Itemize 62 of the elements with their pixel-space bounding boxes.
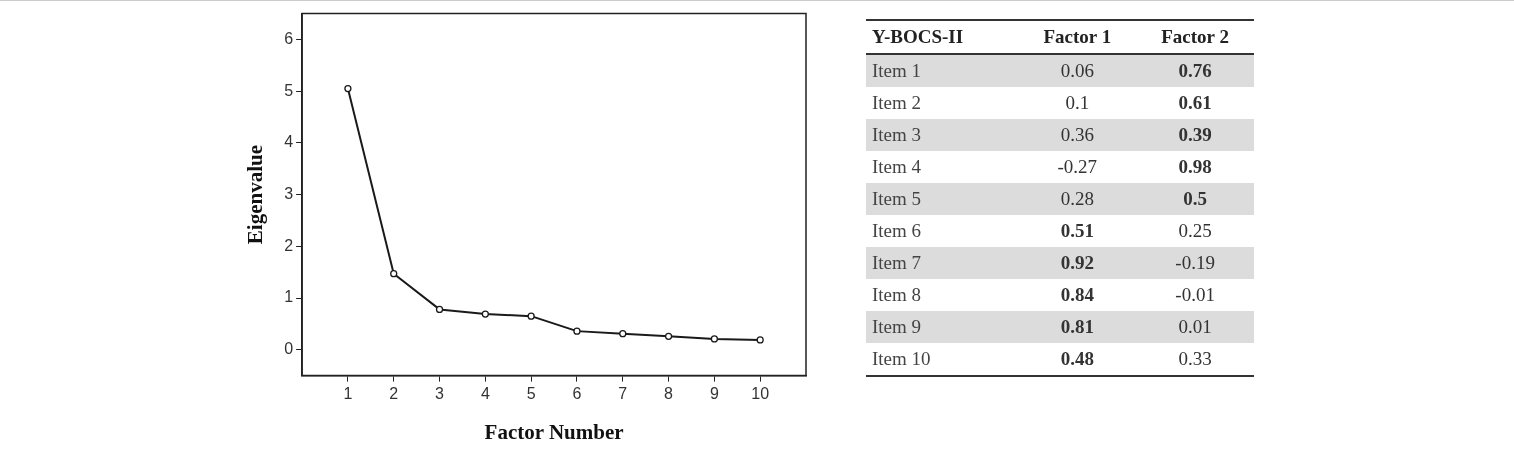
x-tick-label: 8 xyxy=(664,384,674,402)
data-label: 0.92 xyxy=(1060,252,1094,273)
point xyxy=(481,310,489,318)
data-label: 0.36 xyxy=(1060,124,1094,145)
y-tick-label: 6 xyxy=(284,29,294,47)
x-axis-title: Factor Number xyxy=(484,419,624,444)
data-label: 0.01 xyxy=(1178,316,1212,337)
data-label: 0.28 xyxy=(1060,188,1094,209)
category-label: Item 1 xyxy=(872,60,922,81)
data-label: -0.01 xyxy=(1175,284,1215,305)
y-tick-label: 1 xyxy=(284,288,294,306)
text: Factor 2 xyxy=(1160,25,1230,49)
y-tick-label: 3 xyxy=(284,185,294,203)
point xyxy=(756,336,764,344)
point xyxy=(619,330,627,338)
x-tick-label: 5 xyxy=(526,384,536,402)
data-label: 0.81 xyxy=(1060,316,1094,337)
x-tick-label: 3 xyxy=(435,384,445,402)
data-label: 0.5 xyxy=(1183,188,1207,209)
y-tick-label: 0 xyxy=(284,340,294,358)
category-label: Item 2 xyxy=(872,92,922,113)
x-tick-label: 9 xyxy=(709,384,719,402)
x-tick-label: 10 xyxy=(751,384,770,402)
data-label: 0.76 xyxy=(1178,60,1212,81)
data-label: 0.51 xyxy=(1060,220,1094,241)
category-label: Item 9 xyxy=(872,316,922,337)
category-label: Item 8 xyxy=(872,284,922,305)
y-tick-label: 5 xyxy=(284,81,294,99)
x-tick-label: 2 xyxy=(389,384,399,402)
x-tick-label: 6 xyxy=(572,384,582,402)
x-tick-label: 7 xyxy=(618,384,628,402)
data-label: -0.19 xyxy=(1175,252,1215,273)
point xyxy=(435,305,444,314)
data-label: 0.61 xyxy=(1178,92,1212,113)
x-tick-label: 4 xyxy=(480,384,490,402)
point xyxy=(390,270,398,278)
category-label: Item 5 xyxy=(872,188,922,209)
category-label: Item 4 xyxy=(872,156,922,177)
category-label: Item 3 xyxy=(872,124,922,145)
point xyxy=(664,332,673,340)
category-label: Item 6 xyxy=(872,220,922,241)
category-label: Item 7 xyxy=(872,252,922,273)
point xyxy=(527,312,535,320)
data-label: 0.33 xyxy=(1178,348,1212,369)
data-label: 0.98 xyxy=(1178,156,1212,177)
point xyxy=(573,327,581,335)
point xyxy=(710,335,719,343)
series-label: Factor 1 xyxy=(1042,25,1113,49)
data-label: 0.06 xyxy=(1060,60,1094,81)
y-tick-label: 2 xyxy=(284,236,294,254)
point xyxy=(344,84,352,93)
data-label: 0.1 xyxy=(1065,92,1090,113)
data-label: 0.25 xyxy=(1178,220,1212,241)
data-label: 0.84 xyxy=(1060,284,1094,305)
x-tick-label: 1 xyxy=(343,384,353,402)
y-axis-title: Eigenvalue xyxy=(243,145,268,245)
data-label: -0.27 xyxy=(1057,156,1098,177)
y-tick-label: 4 xyxy=(284,133,294,151)
data-label: 0.48 xyxy=(1060,348,1094,369)
category-label: Item 10 xyxy=(872,348,931,369)
text: Y-BOCS-II xyxy=(871,25,965,49)
data-label: 0.39 xyxy=(1178,124,1212,145)
